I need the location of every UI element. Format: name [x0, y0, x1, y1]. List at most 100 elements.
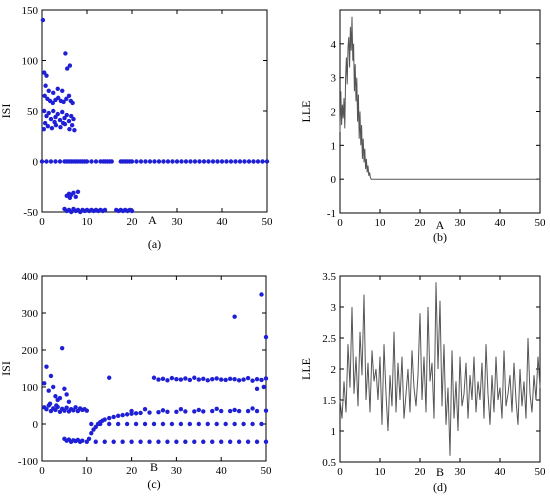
x-tick-label: 20	[126, 465, 138, 477]
data-point	[133, 411, 139, 416]
data-point	[120, 412, 125, 418]
data-point	[64, 392, 69, 397]
data-point	[44, 73, 49, 78]
data-point	[147, 159, 153, 164]
panel-caption: (a)	[148, 237, 161, 251]
y-tick-label: 0	[33, 157, 39, 169]
data-point	[57, 159, 63, 164]
data-point	[169, 375, 175, 381]
data-point	[60, 88, 65, 94]
data-point	[138, 439, 143, 444]
y-tick-label: 0	[331, 174, 337, 186]
data-point	[134, 159, 139, 164]
data-point	[241, 377, 246, 382]
data-point	[245, 375, 251, 381]
data-point	[183, 439, 188, 444]
x-tick-label: 50	[535, 466, 547, 478]
y-tick-label: 200	[22, 345, 39, 357]
y-axis-label: ISI	[0, 104, 13, 119]
data-point	[44, 364, 49, 369]
data-point	[236, 439, 242, 444]
data-point	[174, 439, 179, 444]
x-tick-label: 0	[337, 466, 343, 478]
data-point	[196, 407, 201, 413]
data-point	[255, 159, 261, 164]
data-point	[89, 159, 94, 164]
x-axis-label: A	[148, 213, 157, 227]
data-point	[102, 207, 108, 213]
data-point	[187, 377, 193, 383]
data-point	[178, 407, 184, 412]
x-tick-label: 10	[82, 216, 94, 228]
x-tick-label: 40	[216, 465, 228, 477]
data-point	[165, 378, 170, 383]
data-point	[84, 439, 90, 444]
data-point	[42, 93, 47, 99]
x-tick-label: 30	[172, 216, 184, 228]
panel-caption: (b)	[433, 230, 447, 244]
data-point	[138, 159, 144, 164]
data-point	[254, 386, 260, 392]
data-point	[236, 408, 242, 414]
data-point	[160, 408, 166, 413]
data-point	[263, 376, 269, 381]
y-tick-label: 3	[331, 302, 337, 314]
x-tick-label: 0	[39, 465, 45, 477]
data-point	[250, 421, 255, 427]
data-point	[40, 17, 46, 23]
data-point	[151, 421, 157, 427]
data-point	[251, 159, 256, 164]
data-point	[196, 421, 201, 427]
plot-frame-c	[41, 275, 267, 462]
data-point	[60, 120, 66, 126]
data-point	[219, 439, 224, 444]
data-point	[44, 407, 49, 412]
data-point	[89, 421, 94, 427]
data-point	[205, 421, 210, 427]
data-point	[52, 119, 57, 125]
data-point	[160, 421, 166, 427]
data-point	[259, 377, 264, 383]
data-point	[219, 377, 224, 382]
data-point	[89, 431, 94, 436]
data-point	[254, 408, 260, 414]
y-tick-label: 2	[331, 364, 337, 376]
data-point	[73, 194, 78, 200]
data-point	[129, 439, 134, 444]
data-point	[264, 159, 270, 164]
data-point	[72, 127, 77, 133]
x-tick-label: 10	[375, 466, 387, 478]
data-point	[259, 421, 264, 427]
data-point	[170, 159, 175, 164]
data-point	[183, 376, 188, 381]
y-tick-label: -1	[327, 208, 336, 220]
data-point	[133, 421, 139, 427]
data-point	[147, 439, 152, 444]
panel-caption: (c)	[147, 477, 160, 491]
x-tick-label: 20	[127, 216, 139, 228]
data-point	[66, 93, 72, 99]
data-point	[44, 159, 49, 164]
data-point	[71, 190, 76, 196]
y-tick-label: 0	[33, 419, 39, 431]
data-point	[69, 122, 75, 128]
data-point	[261, 384, 266, 390]
data-point	[102, 439, 107, 444]
data-point	[223, 421, 228, 427]
data-point	[69, 209, 74, 215]
data-point	[80, 438, 85, 443]
y-axis-label: LLE	[299, 358, 313, 380]
data-point	[66, 399, 72, 404]
data-point	[210, 439, 215, 444]
data-point	[60, 109, 65, 115]
data-point	[124, 421, 130, 427]
data-point	[232, 377, 237, 382]
data-point	[67, 126, 72, 132]
data-point	[111, 439, 116, 444]
data-point	[64, 112, 69, 118]
data-point	[48, 373, 54, 379]
data-point	[192, 409, 197, 414]
